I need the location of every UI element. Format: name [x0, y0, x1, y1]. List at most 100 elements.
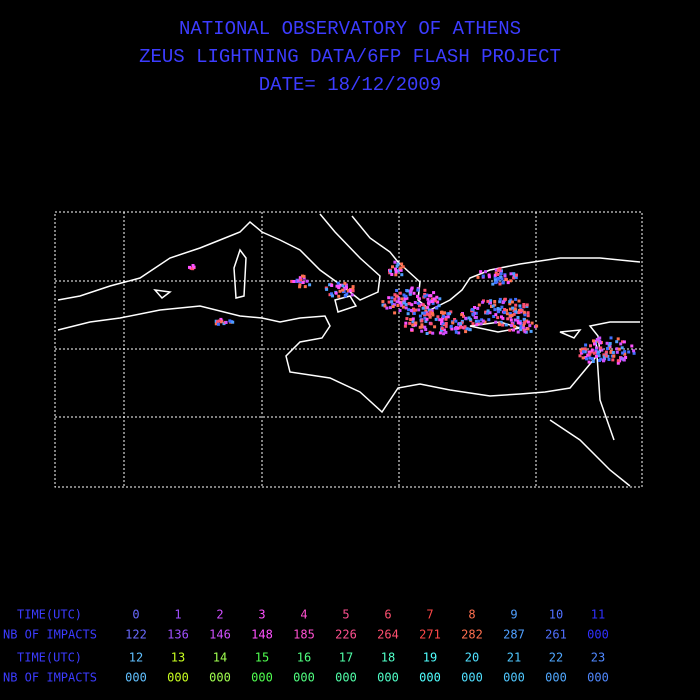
strike — [298, 283, 302, 287]
row-label: TIME(UTC) — [17, 608, 82, 622]
strike — [473, 316, 477, 319]
strike — [290, 279, 294, 283]
strike — [381, 303, 385, 307]
strike — [468, 317, 472, 321]
strike — [440, 320, 444, 324]
strike — [516, 321, 520, 325]
strike — [510, 300, 514, 304]
strike — [477, 303, 481, 307]
strike — [429, 294, 433, 298]
strike — [525, 303, 529, 307]
strike — [489, 301, 492, 305]
strike — [410, 303, 414, 307]
strike — [497, 323, 501, 327]
table-cell: 146 — [209, 628, 231, 642]
strike — [622, 358, 626, 362]
strike — [325, 287, 329, 291]
strike — [523, 313, 527, 317]
strike — [617, 347, 621, 351]
strike — [440, 326, 444, 330]
strike — [535, 324, 539, 328]
strike — [343, 281, 347, 285]
strike — [496, 307, 500, 310]
strike — [423, 306, 427, 310]
strike — [481, 300, 485, 304]
strike — [394, 273, 398, 277]
strike — [418, 325, 422, 329]
strike — [388, 306, 392, 310]
strike — [429, 322, 433, 326]
strike — [607, 358, 611, 361]
strike — [444, 330, 448, 334]
table-cell: 000 — [545, 671, 567, 685]
strike — [619, 342, 623, 346]
strike — [494, 268, 498, 272]
strike — [587, 360, 591, 364]
strike — [404, 306, 408, 310]
strike — [584, 343, 588, 347]
strike — [395, 289, 399, 292]
strike — [594, 355, 598, 358]
strike — [436, 300, 440, 304]
strike — [473, 306, 476, 309]
strike — [406, 289, 410, 293]
table-cell: 21 — [507, 651, 521, 665]
strike — [416, 294, 420, 298]
strike — [430, 300, 434, 303]
strike — [602, 353, 606, 357]
strike — [588, 352, 592, 356]
strike — [512, 276, 516, 280]
strike — [442, 314, 445, 318]
strike — [395, 300, 399, 304]
strike — [396, 304, 400, 307]
strike — [430, 297, 434, 301]
table-cell: 282 — [461, 628, 483, 642]
strike — [385, 306, 389, 310]
strike — [623, 350, 627, 354]
strike — [216, 320, 219, 324]
strike — [508, 314, 512, 318]
strike — [479, 270, 483, 274]
strike — [188, 265, 191, 269]
strike — [491, 304, 495, 308]
coastline — [57, 213, 641, 487]
strike — [412, 291, 416, 295]
table-cell: 000 — [587, 628, 609, 642]
strike — [446, 315, 450, 319]
strike — [497, 276, 501, 280]
table-cell: 16 — [297, 651, 311, 665]
strike — [597, 350, 600, 354]
strike — [616, 361, 620, 365]
strike — [298, 280, 302, 284]
strike — [296, 279, 300, 283]
strike — [593, 342, 596, 346]
strike — [504, 278, 508, 282]
strike — [387, 300, 391, 304]
strike — [505, 312, 509, 316]
strike — [514, 297, 518, 301]
strike — [460, 313, 464, 317]
strike — [494, 313, 498, 317]
table-cell: 10 — [549, 608, 563, 622]
strike — [217, 319, 221, 323]
strike — [426, 306, 430, 310]
strike — [616, 337, 620, 341]
strike — [335, 284, 339, 288]
title-line: NATIONAL OBSERVATORY OF ATHENS — [179, 18, 521, 40]
strike — [432, 291, 436, 295]
strike — [337, 284, 341, 288]
strike — [330, 292, 333, 296]
strike — [498, 300, 502, 304]
strike — [414, 321, 418, 325]
strike — [434, 299, 438, 303]
row-label: NB OF IMPACTS — [3, 671, 97, 685]
strike — [503, 297, 507, 301]
strike — [621, 351, 625, 355]
strike — [475, 323, 479, 327]
strike — [441, 312, 445, 316]
strike — [350, 293, 354, 297]
strike — [393, 298, 397, 302]
table-cell: 000 — [587, 671, 609, 685]
strike — [420, 323, 424, 327]
strike — [426, 312, 429, 316]
